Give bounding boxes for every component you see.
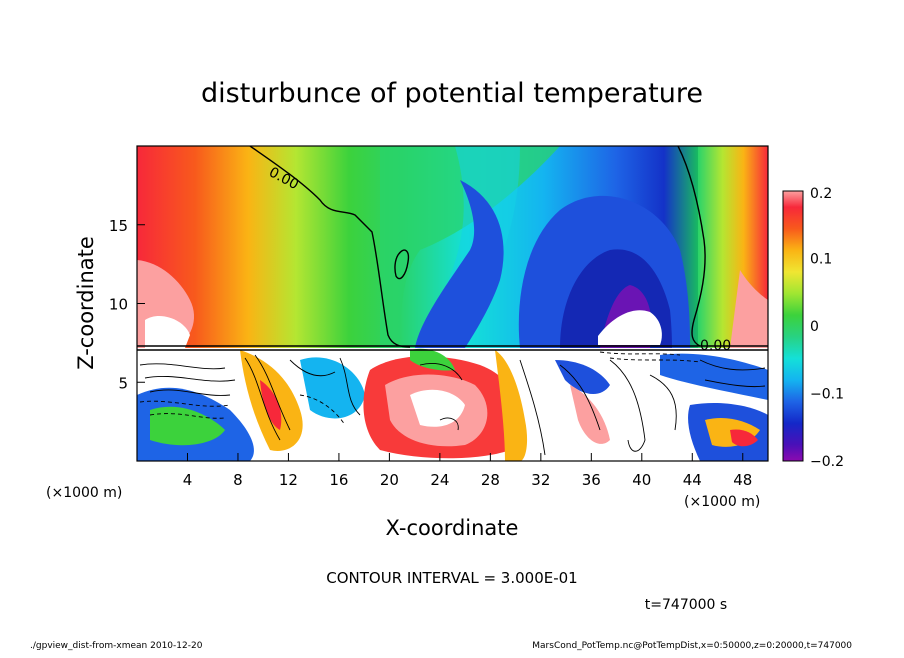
- y-axis-label: Z-coordinate: [74, 236, 98, 370]
- dashed-contours: [139, 351, 701, 426]
- x-tick-label: 8: [233, 471, 243, 489]
- y-tick-label: 5: [118, 374, 128, 392]
- contour-label-right: 0.00: [700, 338, 731, 354]
- colorbar: [782, 190, 804, 462]
- y-tick-label: 10: [109, 296, 128, 314]
- footer-right: MarsCond_PotTemp.nc@PotTempDist,x=0:5000…: [532, 641, 852, 651]
- x-tick-label: 20: [380, 471, 399, 489]
- x-tick-label: 4: [183, 471, 193, 489]
- lower-contours: [139, 354, 766, 456]
- y-axis: 5 10 15: [109, 217, 145, 392]
- x-axis: 4 8 12 16 20 24 28 32 36 40 44 48: [183, 453, 752, 489]
- y-tick-label: 15: [109, 217, 128, 235]
- x-unit-right: (×1000 m): [684, 494, 760, 510]
- x-tick-label: 48: [733, 471, 752, 489]
- lower-blob-d: [260, 380, 282, 430]
- field-green-wedge: [380, 146, 560, 348]
- x-tick-label: 32: [531, 471, 550, 489]
- lower-blob-b: [150, 406, 225, 446]
- interface-line: [137, 345, 768, 351]
- colorbar-tick-label: −0.2: [810, 454, 844, 470]
- time-stamp: t=747000 s: [645, 597, 727, 613]
- lower-blob-j: [495, 350, 528, 461]
- plot-area: [137, 146, 768, 461]
- colorbar-tick-label: 0.2: [810, 186, 832, 202]
- x-tick-label: 16: [329, 471, 348, 489]
- lower-blob-m: [660, 353, 768, 400]
- lower-blob-p: [730, 429, 758, 447]
- lower-blob-e: [300, 357, 365, 419]
- zero-contour-left: [249, 146, 411, 348]
- colorbar-tick-label: 0: [810, 319, 819, 335]
- x-tick-label: 24: [430, 471, 449, 489]
- zero-contour-right: [677, 146, 706, 347]
- lower-blob-k: [555, 360, 610, 395]
- field-pink-spot-right: [730, 270, 768, 348]
- x-tick-label: 12: [279, 471, 298, 489]
- x-axis-label: X-coordinate: [386, 516, 519, 540]
- x-tick-label: 36: [582, 471, 601, 489]
- field-white-patch: [598, 310, 662, 345]
- contour-interval: CONTOUR INTERVAL = 3.000E-01: [326, 569, 577, 587]
- field-white-spot-left: [145, 315, 190, 348]
- colorbar-ticks: 0.2 0.1 0 −0.1 −0.2: [810, 186, 844, 470]
- zero-contour-island: [394, 249, 410, 280]
- x-tick-label: 44: [683, 471, 702, 489]
- field-blue-core-1: [415, 180, 504, 348]
- lower-blob-h: [410, 389, 465, 427]
- x-tick-label: 28: [481, 471, 500, 489]
- colorbar-tick-label: 0.1: [810, 252, 832, 268]
- footer-left: ./gpview_dist-from-xmean 2010-12-20: [30, 641, 203, 651]
- chart-title: disturbunce of potential temperature: [201, 78, 703, 109]
- x-unit-left: (×1000 m): [46, 485, 122, 501]
- colorbar-tick-label: −0.1: [810, 387, 844, 403]
- x-tick-label: 40: [632, 471, 651, 489]
